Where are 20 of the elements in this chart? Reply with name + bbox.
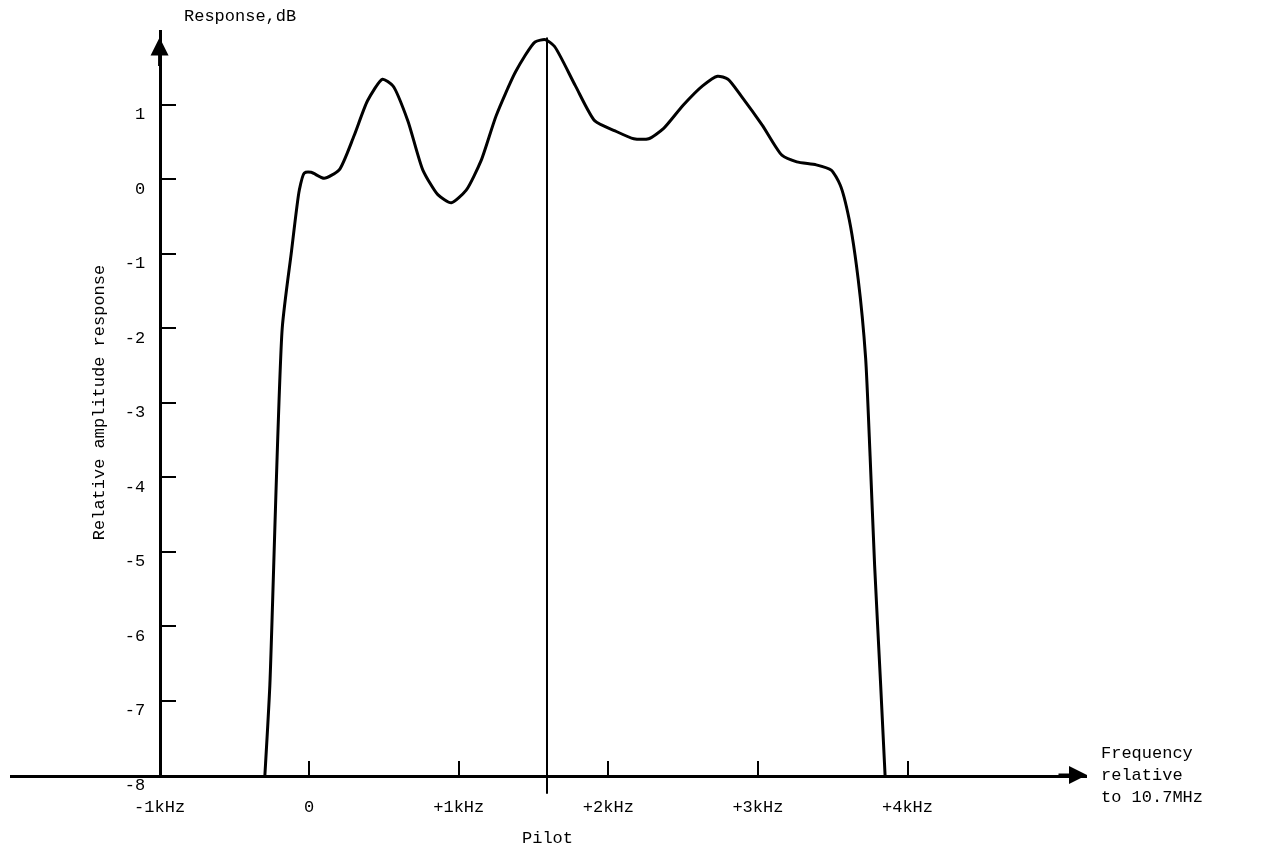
- y-tick-label: -8: [124, 775, 146, 795]
- y-tick-label: -6: [124, 626, 146, 646]
- y-tick-label: 0: [134, 179, 146, 199]
- y-tick-label: -2: [124, 328, 146, 348]
- x-tick-label: +3kHz: [732, 798, 784, 818]
- y-tick-label: 1: [134, 105, 146, 125]
- x-tick-label: +4kHz: [881, 798, 934, 818]
- x-tick-label: 0: [304, 798, 315, 818]
- x-axis-title: Frequency relative to 10.7MHz: [1101, 744, 1204, 808]
- y-tick-label: -7: [124, 701, 146, 721]
- y-tick-label: -3: [124, 403, 146, 423]
- x-tick-label: +1kHz: [433, 798, 485, 818]
- y-axis-title: Relative amplitude response: [90, 264, 110, 541]
- text: Response,dB: [184, 7, 297, 26]
- y-tick-label: -1: [124, 254, 146, 274]
- x-tick-label: -1kHz: [134, 798, 186, 818]
- x-tick-label: +2kHz: [582, 798, 634, 818]
- ref-line-label: Pilot: [522, 829, 574, 848]
- y-tick-label: -4: [124, 477, 146, 497]
- y-tick-label: -5: [124, 552, 146, 572]
